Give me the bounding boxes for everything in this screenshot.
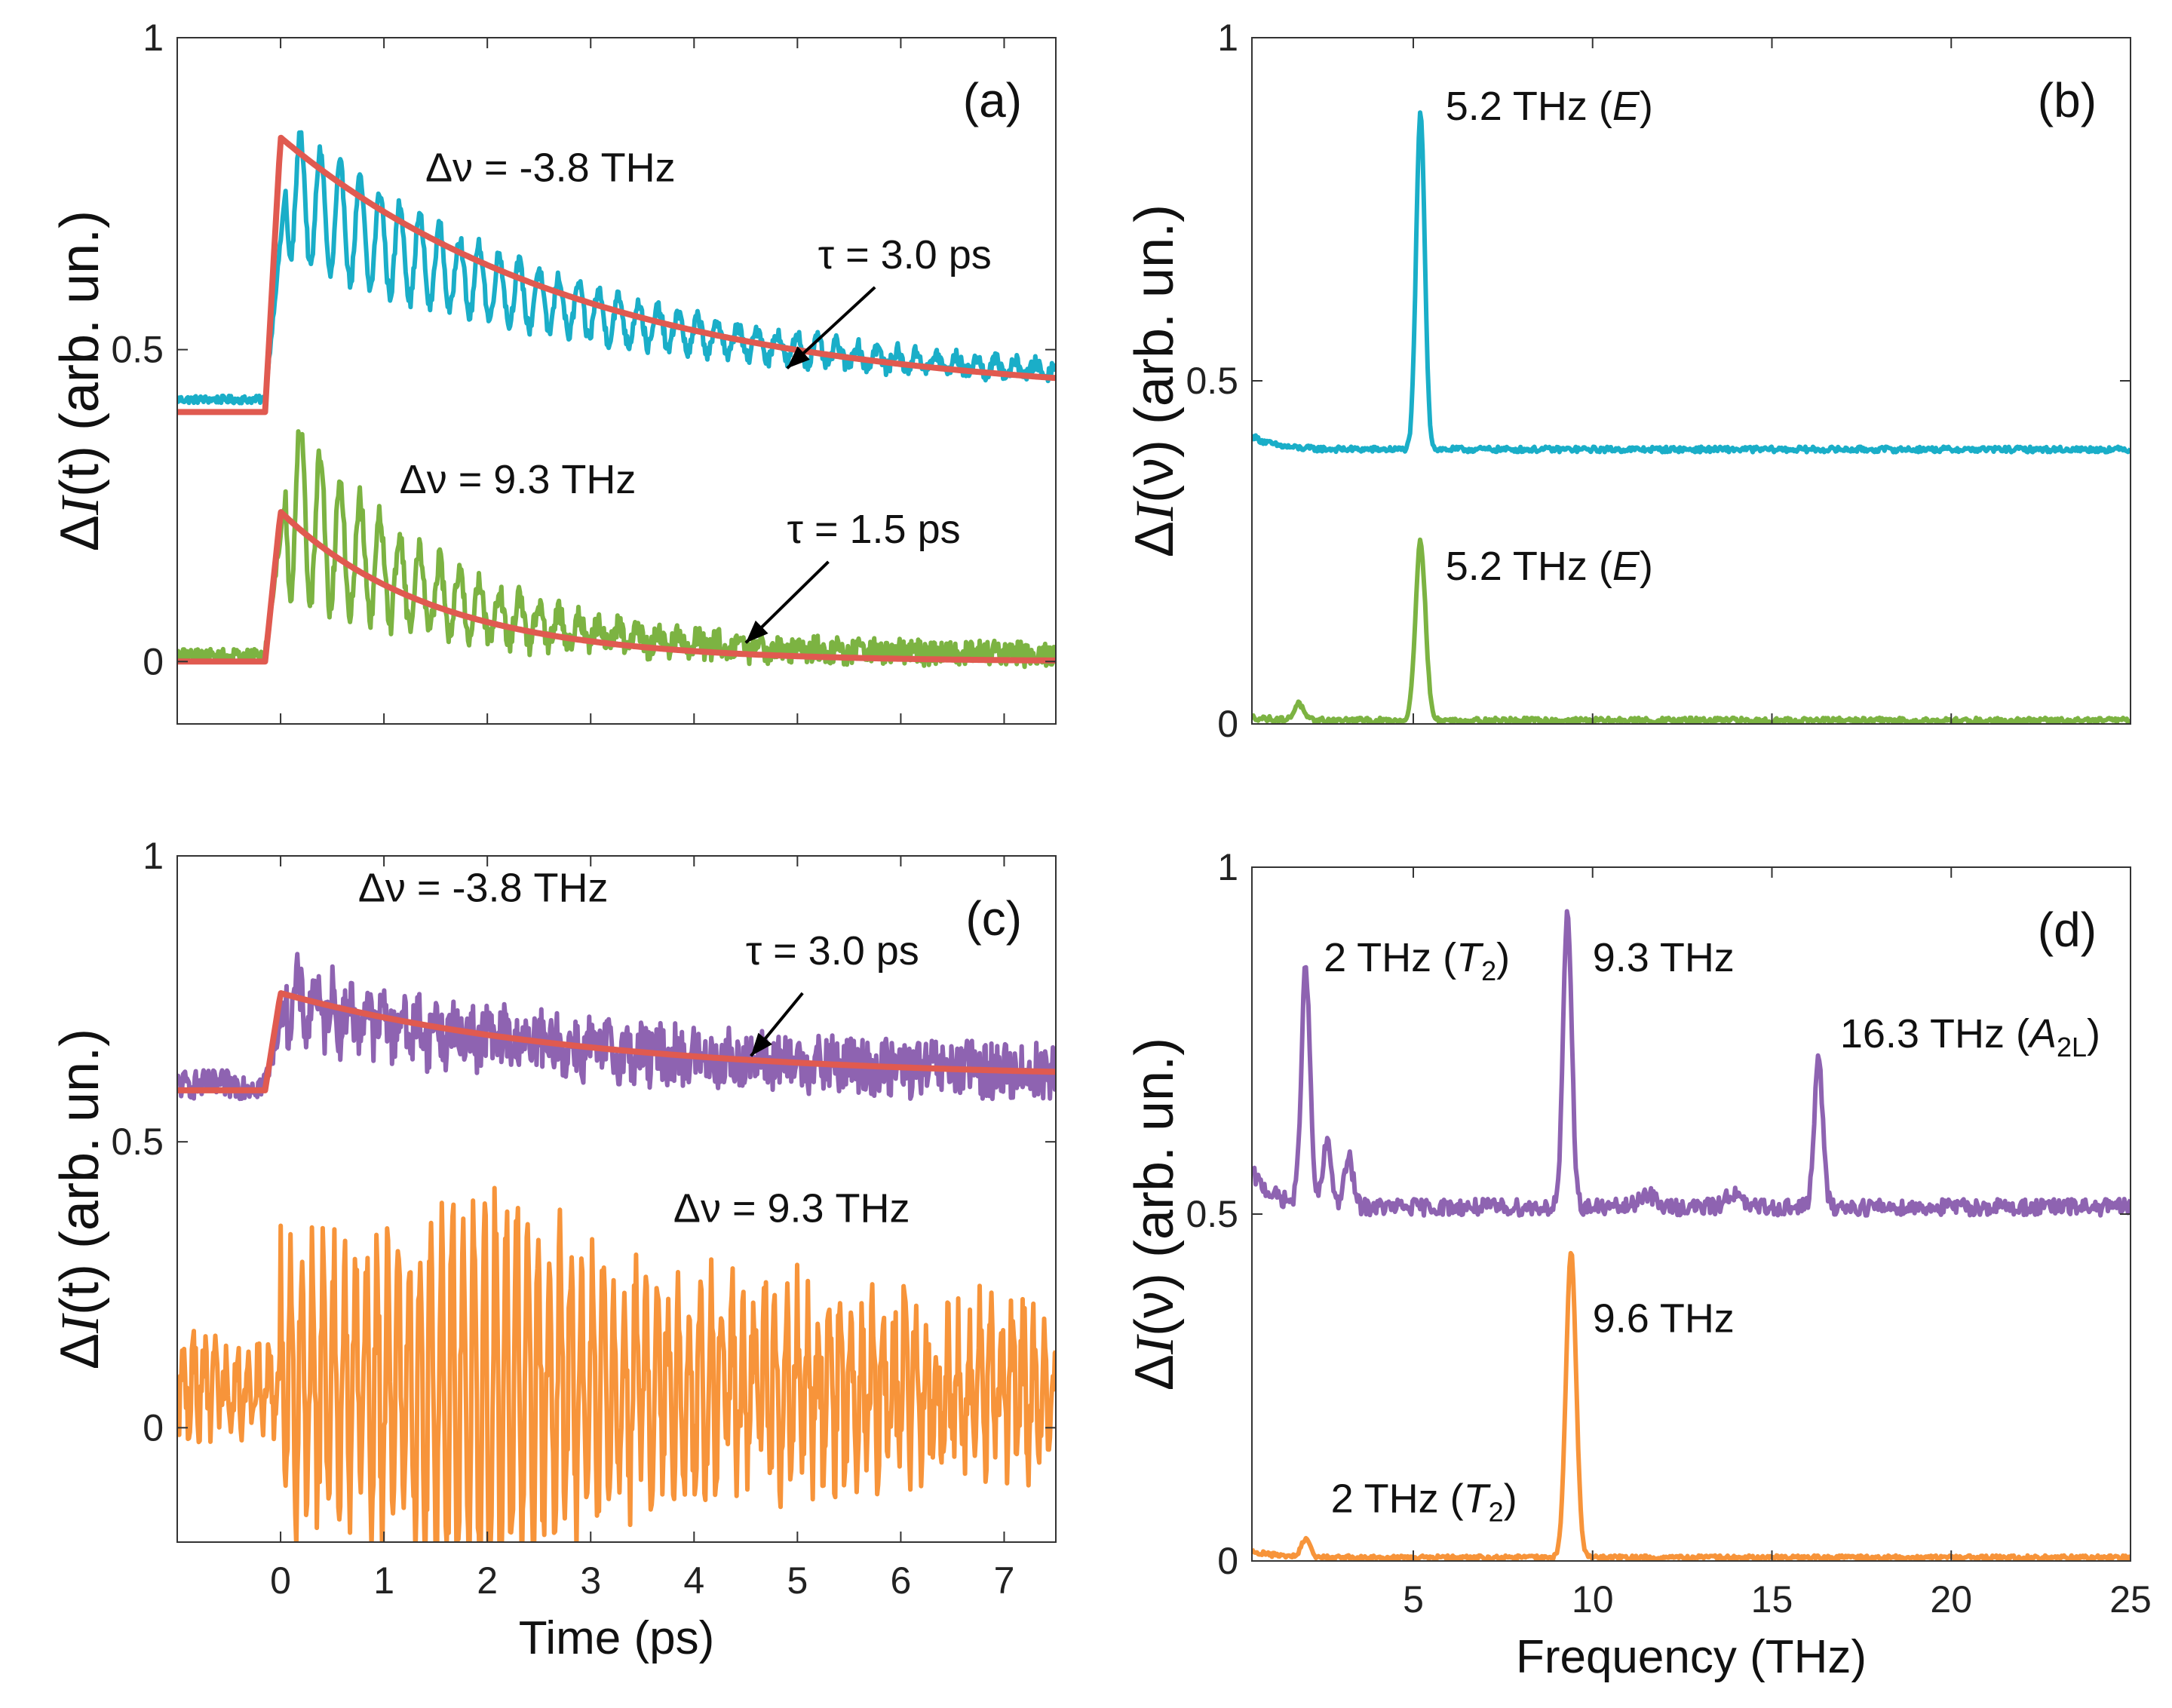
xtick-label-c-1: 1 <box>373 1559 394 1602</box>
ytick-label-d-0: 0 <box>1217 1540 1238 1582</box>
xlabel-c: Time (ps) <box>519 1612 714 1664</box>
panel-label-a: (a) <box>963 73 1022 127</box>
ylabel-d: ΔI(ν) (arb. un.) <box>1124 1038 1185 1391</box>
annotation-d-4: 2 THz (T2) <box>1331 1476 1517 1528</box>
xlabel-d: Frequency (THz) <box>1516 1631 1867 1683</box>
annotation-d-3: 9.6 THz <box>1593 1296 1735 1341</box>
xtick-label-d-1: 10 <box>1572 1578 1614 1621</box>
annotation-d-2: 16.3 THz (A2L) <box>1840 1011 2100 1063</box>
ytick-label-d-2: 1 <box>1217 846 1238 888</box>
ytick-label-b-1: 0.5 <box>1186 360 1238 402</box>
panel-b: 0 0.5 1 ΔI(ν) (arb. un.) (b) 5.2 THz (E) 5.2 T… <box>1124 17 2131 745</box>
xtick-label-d-4: 25 <box>2109 1578 2152 1621</box>
panel-c: 0 1 2 3 4 5 6 7 0 0.5 1 ΔI(t) (arb. un.) Time (ps) (c… <box>50 835 1057 1664</box>
series-c-2 <box>177 1185 1056 1542</box>
xtick-label-c-3: 3 <box>580 1559 601 1602</box>
ytick-label-a-2: 1 <box>143 17 164 59</box>
ylabel-a: ΔI(t) (arb. un.) <box>50 210 110 551</box>
series-b-0 <box>1252 110 2131 455</box>
xtick-label-d-3: 20 <box>1930 1578 1972 1621</box>
ytick-label-a-1: 0.5 <box>111 329 164 371</box>
panel-label-b: (b) <box>2038 73 2097 127</box>
series-a-2 <box>177 429 1056 670</box>
xtick-label-d-0: 5 <box>1403 1578 1424 1621</box>
panel-label-c: (c) <box>965 891 1022 946</box>
xtick-label-c-2: 2 <box>477 1559 498 1602</box>
xtick-label-c-4: 4 <box>683 1559 704 1602</box>
series-a-0 <box>177 130 1056 406</box>
ytick-label-d-1: 0.5 <box>1186 1193 1238 1235</box>
series-d-0 <box>1252 909 2131 1218</box>
arrowhead-a-1 <box>745 620 768 643</box>
annotation-d-0: 2 THz (T2) <box>1324 935 1510 986</box>
axes-box-a <box>176 37 1057 725</box>
annotation-b-1: 5.2 THz (E) <box>1446 544 1653 589</box>
ytick-label-c-1: 0.5 <box>111 1121 164 1163</box>
xtick-label-c-7: 7 <box>994 1559 1015 1602</box>
series-c-1 <box>177 990 1056 1093</box>
annotation-a-1: τ = 3.0 ps <box>818 232 992 278</box>
panel-a: 0 0.5 1 ΔI(t) (arb. un.) (a) Δν = -3.8 THz τ =… <box>50 17 1057 725</box>
xtick-label-c-5: 5 <box>787 1559 808 1602</box>
ytick-label-b-2: 1 <box>1217 17 1238 59</box>
series-c-0 <box>177 952 1056 1102</box>
series-d-1 <box>1252 1250 2131 1561</box>
ytick-label-c-0: 0 <box>143 1406 164 1449</box>
ylabel-b: ΔI(ν) (arb. un.) <box>1124 204 1185 557</box>
annotation-c-1: τ = 3.0 ps <box>746 928 919 974</box>
axes-box-b <box>1251 37 2131 725</box>
panel-label-d: (d) <box>2038 903 2097 957</box>
arrowhead-c-0 <box>750 1032 772 1056</box>
series-a-1 <box>177 134 1056 416</box>
xtick-label-c-0: 0 <box>270 1559 291 1602</box>
series-b-1 <box>1252 537 2131 724</box>
annotation-a-0: Δν = -3.8 THz <box>425 145 676 190</box>
ylabel-c: ΔI(t) (arb. un.) <box>50 1029 110 1369</box>
arrowhead-a-0 <box>787 346 810 369</box>
panel-d: 5 10 15 20 25 0 0.5 1 ΔI(ν) (arb. un.) Frequency … <box>1124 846 2152 1683</box>
xtick-label-c-6: 6 <box>891 1559 912 1602</box>
axes-box-c <box>176 855 1057 1543</box>
annotation-c-2: Δν = 9.3 THz <box>673 1185 910 1231</box>
xtick-label-d-2: 15 <box>1751 1578 1793 1621</box>
annotation-b-0: 5.2 THz (E) <box>1446 84 1653 129</box>
series-a-3 <box>177 509 1056 665</box>
annotation-a-3: τ = 1.5 ps <box>787 507 961 552</box>
annotation-a-2: Δν = 9.3 THz <box>400 457 637 502</box>
ytick-label-c-2: 1 <box>143 835 164 877</box>
ytick-label-b-0: 0 <box>1217 703 1238 745</box>
ytick-label-a-0: 0 <box>143 640 164 682</box>
annotation-c-0: Δν = -3.8 THz <box>358 866 609 911</box>
annotation-d-1: 9.3 THz <box>1593 935 1735 980</box>
